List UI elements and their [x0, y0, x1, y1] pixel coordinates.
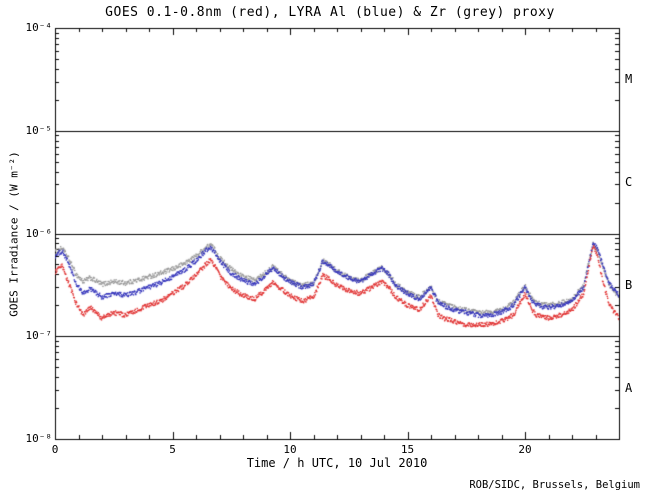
flare-class-label: C — [625, 175, 633, 190]
flare-class-label: A — [625, 380, 633, 395]
x-tick-label: 20 — [518, 443, 532, 456]
x-tick-label: 5 — [169, 443, 176, 456]
x-tick-label: 10 — [283, 443, 297, 456]
x-tick-label: 0 — [51, 443, 59, 456]
y-tick-label: 10⁻⁷ — [25, 329, 53, 343]
y-tick-label: 10⁻⁶ — [25, 226, 53, 240]
x-tick-label: 15 — [400, 443, 415, 456]
x-axis-label: Time / h UTC, 10 Jul 2010 — [246, 456, 428, 470]
y-tick-label: 10⁻⁴ — [25, 21, 53, 34]
credit-text: ROB/SIDC, Brussels, Belgium — [469, 479, 640, 491]
flare-class-label: B — [625, 277, 633, 292]
y-tick-label: 10⁻⁵ — [25, 123, 53, 137]
y-tick-label: 10⁻⁸ — [25, 432, 53, 445]
flare-class-label: M — [625, 72, 633, 87]
